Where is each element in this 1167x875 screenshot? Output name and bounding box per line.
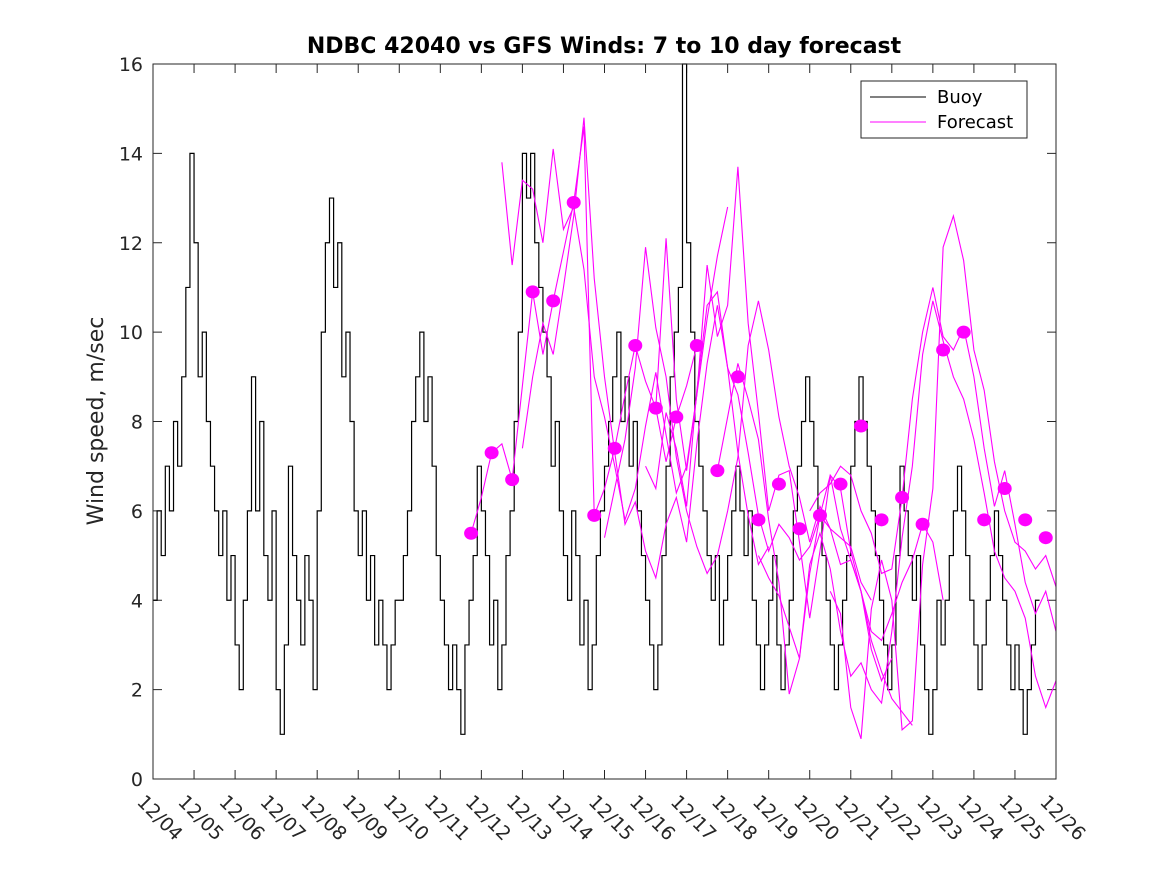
forecast-marker xyxy=(956,325,971,339)
forecast-marker xyxy=(1018,513,1033,527)
buoy-series xyxy=(153,63,1040,735)
forecast-marker xyxy=(464,526,479,540)
chart-title: NDBC 42040 vs GFS Winds: 7 to 10 day for… xyxy=(307,34,902,59)
forecast-marker xyxy=(607,441,622,455)
legend-buoy-label: Buoy xyxy=(937,87,983,108)
forecast-marker xyxy=(977,513,992,527)
legend: Buoy Forecast xyxy=(860,80,1028,139)
forecast-marker xyxy=(546,294,561,308)
forecast-marker xyxy=(812,508,827,522)
forecast-marker xyxy=(833,477,848,491)
forecast-run-line xyxy=(757,300,1057,710)
y-tick-label: 2 xyxy=(131,680,143,702)
forecast-markers xyxy=(464,196,1053,545)
plot-area xyxy=(153,64,1056,779)
forecast-run-line xyxy=(470,126,698,534)
y-tick-label: 10 xyxy=(119,322,143,344)
forecast-marker xyxy=(1038,531,1053,545)
forecast-marker xyxy=(566,196,581,210)
y-axis-label: Wind speed, m/sec xyxy=(84,317,109,526)
forecast-series xyxy=(470,117,1057,739)
forecast-marker xyxy=(484,446,499,460)
forecast-marker xyxy=(505,473,520,487)
legend-forecast-label: Forecast xyxy=(937,112,1013,133)
forecast-marker xyxy=(587,508,602,522)
y-tick-label: 4 xyxy=(131,590,143,612)
forecast-marker xyxy=(730,370,745,384)
y-tick-label: 16 xyxy=(119,54,143,76)
y-tick-labels: 0 2 4 6 8 10 12 14 16 xyxy=(119,54,143,791)
forecast-marker xyxy=(751,513,766,527)
buoy-line xyxy=(153,63,1040,735)
forecast-marker xyxy=(895,490,910,504)
y-tick-label: 6 xyxy=(131,501,143,523)
forecast-marker xyxy=(792,522,807,536)
y-tick-label: 12 xyxy=(119,233,143,255)
forecast-marker xyxy=(628,339,643,353)
y-tick-label: 8 xyxy=(131,412,143,434)
forecast-run-line xyxy=(829,213,1057,739)
forecast-marker xyxy=(874,513,889,527)
forecast-marker xyxy=(648,401,663,415)
forecast-marker xyxy=(771,477,786,491)
forecast-marker xyxy=(936,343,951,357)
legend-box xyxy=(860,80,1028,139)
plot-frame xyxy=(152,63,1057,780)
y-tick-label: 0 xyxy=(131,769,143,791)
forecast-marker xyxy=(525,285,540,299)
y-tick-label: 14 xyxy=(119,143,143,165)
forecast-marker xyxy=(689,339,704,353)
forecast-run-line xyxy=(716,363,944,695)
forecast-marker xyxy=(669,410,684,424)
forecast-marker xyxy=(915,517,930,531)
forecast-marker xyxy=(854,419,869,433)
forecast-run-line xyxy=(809,287,1057,632)
forecast-marker xyxy=(710,464,725,478)
forecast-marker xyxy=(997,482,1012,496)
forecast-run-line xyxy=(645,290,913,726)
forecast-run-line xyxy=(603,247,872,601)
